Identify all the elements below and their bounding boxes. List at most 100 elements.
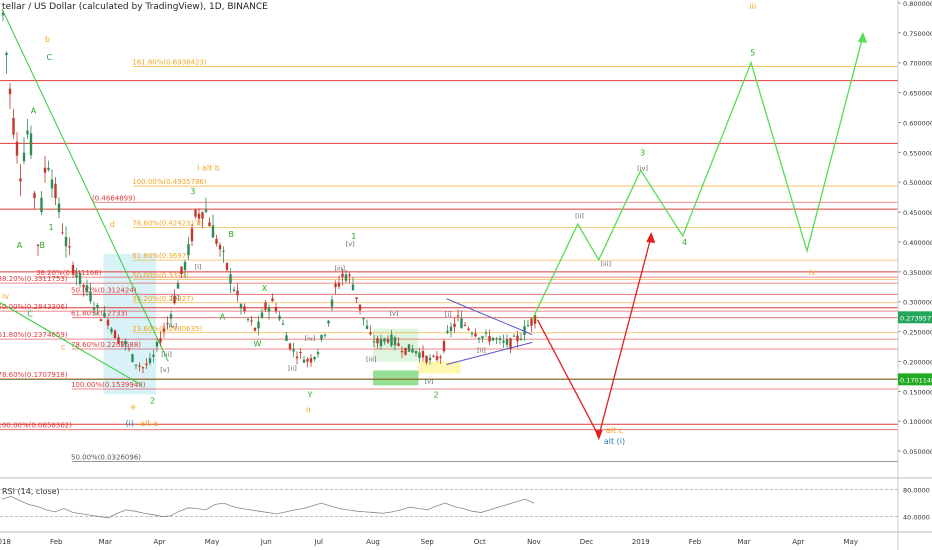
time-tick-label: 2018 [0,538,11,546]
time-tick-label: Aug [366,538,380,546]
triangle-trendline [446,341,533,365]
time-tick-label: Apr [792,538,804,546]
candle-body [78,272,82,284]
candle-body [222,250,225,252]
candle-body [330,299,334,307]
subwave-label: [v] [425,378,434,386]
current-price-badge [898,311,932,324]
time-tick-label: Mar [737,538,750,546]
candle-body [432,355,435,357]
candle-body [369,332,372,335]
subwave-label: [ii] [288,364,297,372]
time-tick-label: Apr [153,538,165,546]
candle-body [397,343,400,346]
candle-body [8,88,12,95]
wave-label: 2 [150,396,155,405]
candle-body [166,323,169,325]
trend-line [1,8,169,362]
candle-body [348,274,351,276]
wave-label: c [61,343,65,352]
candle-body [117,337,120,344]
candle-body [502,340,505,343]
fib-level-label: 78.60%(0.2208688) [71,341,141,349]
candle-body [456,315,460,317]
candle-body [460,318,463,328]
candle-body [439,356,442,359]
candle-body [512,335,516,337]
subwave-label: [ii] [477,347,486,355]
candle-body [208,222,211,227]
candle-body [134,364,138,366]
candle-body [1,12,5,16]
wave-label: Y [307,390,313,399]
candle-body [169,314,173,319]
subwave-label: [iii] [601,260,612,268]
candle-body [162,328,166,332]
candle-body [449,326,453,332]
current-price-label: 0.2739577 [900,314,932,322]
wave-label: C [27,310,33,319]
candle-body [484,332,488,334]
candle-body [145,363,148,366]
candle-body [187,244,190,256]
level-price-badge [898,373,932,386]
candle-body [337,283,341,287]
candle-body [267,307,271,312]
candle-body [313,356,316,360]
fib-level-label: 78.60%(0.4242317) [132,220,202,228]
candle-body [99,319,103,322]
candle-body [57,203,61,213]
candle-body [358,304,362,311]
rsi-level-label: 40.0000 [903,514,930,522]
candle-body [29,133,33,156]
candle-body [278,315,281,320]
wave-label: iii [749,2,756,11]
time-tick-label: Jul [314,538,324,546]
wave-label: d [110,220,115,229]
wave-label: 3 [640,148,645,157]
subwave-label: [v] [160,366,169,374]
level-price-label: 0.1701140 [900,376,932,384]
chart-title: tellar / US Dollar (calculated by Tradin… [2,2,268,12]
candle-body [50,179,54,189]
fib-level-label: 61.80%(0.2374859) [0,331,68,339]
time-tick-label: Feb [50,538,63,546]
candle-body [491,337,495,341]
candle-body [246,318,250,320]
candle-body [68,246,71,248]
wave-label: C [46,53,52,62]
candle-body [316,352,320,355]
candle-body [218,244,222,250]
candle-body [386,338,390,343]
candle-body [407,344,411,352]
candle-body [64,236,68,247]
highlight-box [373,370,419,386]
wave-label: 4 [682,238,687,247]
candle-body [320,334,323,340]
candle-body [141,367,145,369]
projection-arrowhead-green [858,31,867,43]
candle-body [309,358,313,363]
fib-level-label: 100.00%(0.1539948) [71,381,146,389]
candle-body [22,152,26,162]
candle-body [302,359,306,363]
candle-body [533,315,537,324]
time-tick-label: Nov [527,538,541,546]
wave-label: W [254,340,262,349]
candle-body [488,336,491,342]
candle-body [365,325,369,329]
wave-label: i alt b [197,163,220,172]
candle-body [19,178,22,182]
candle-body [120,341,124,343]
candle-body [176,283,180,289]
candle-body [12,117,15,135]
candle-body [295,356,299,359]
